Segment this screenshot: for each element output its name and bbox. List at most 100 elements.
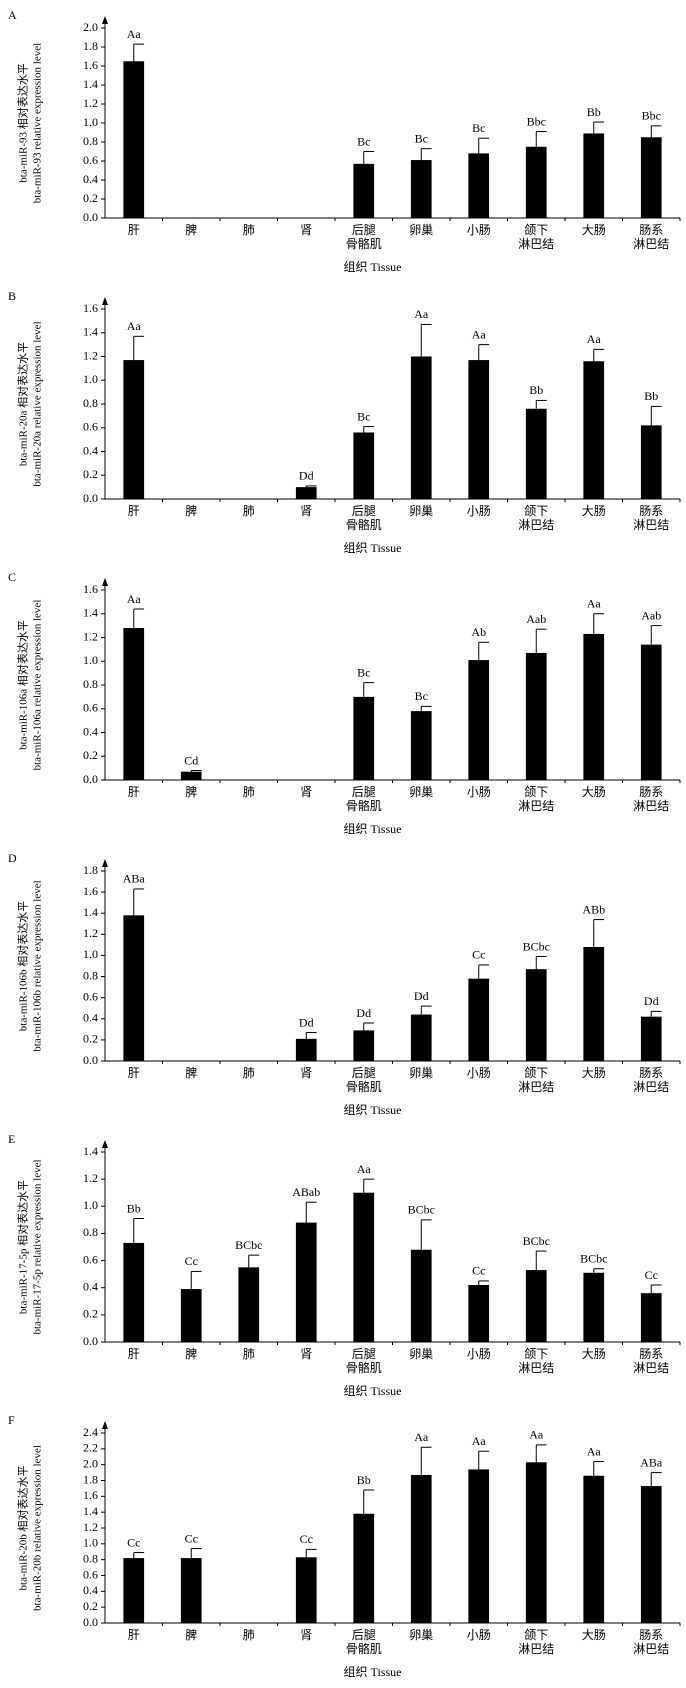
panel-label: E	[8, 1132, 15, 1146]
significance-label: Aa	[472, 1434, 487, 1448]
x-axis-label: 组织 Tissue	[344, 822, 402, 836]
y-tick-label: 0.2	[83, 1307, 98, 1321]
panel-label: F	[8, 1413, 15, 1427]
y-tick-label: 0.4	[83, 1583, 98, 1597]
significance-label: BCbc	[580, 1251, 607, 1265]
significance-label: Dd	[356, 1006, 371, 1020]
bar	[583, 947, 605, 1061]
bar	[468, 360, 490, 499]
significance-label: Bc	[357, 134, 370, 148]
x-tick-label: 后腿 骨骼肌	[345, 504, 382, 532]
bar	[353, 432, 375, 499]
x-tick-label: 颌下 淋巴结	[518, 1347, 555, 1375]
y-tick-label: 1.6	[83, 301, 98, 315]
x-tick-label: 小肠	[466, 223, 491, 237]
x-tick-label: 大肠	[581, 1347, 606, 1361]
y-tick-label: 0.8	[83, 1551, 98, 1565]
y-tick-label: 1.6	[83, 884, 98, 898]
x-tick-label: 肾	[300, 504, 313, 518]
bar	[180, 1558, 202, 1623]
x-tick-label: 肺	[242, 1066, 255, 1080]
axis-arrow	[102, 859, 108, 867]
axis-arrow	[102, 16, 108, 24]
y-tick-label: 0.8	[83, 396, 98, 410]
significance-label: Cc	[645, 1268, 658, 1282]
x-tick-label: 卵巢	[409, 1347, 434, 1361]
y-tick-label: 2.0	[83, 1456, 98, 1470]
y-tick-label: 1.0	[83, 653, 98, 667]
x-tick-label: 小肠	[466, 1066, 491, 1080]
y-tick-label: 0.0	[83, 1334, 98, 1348]
x-tick-label: 肝	[127, 1347, 140, 1361]
y-tick-label: 1.0	[83, 372, 98, 386]
x-tick-label: 脾	[185, 223, 198, 237]
x-tick-label: 脾	[185, 1066, 198, 1080]
significance-label: Bbc	[642, 109, 661, 123]
bar	[583, 361, 605, 499]
x-tick-label: 肺	[242, 504, 255, 518]
x-tick-label: 肺	[242, 223, 255, 237]
x-tick-label: 后腿 骨骼肌	[345, 223, 382, 251]
bar	[525, 408, 547, 499]
panel-label: A	[8, 8, 17, 22]
x-tick-label: 卵巢	[409, 1066, 434, 1080]
y-tick-label: 1.4	[83, 1504, 98, 1518]
y-tick-label: 0.4	[83, 172, 98, 186]
panel-label: B	[8, 289, 16, 303]
y-tick-label: 1.0	[83, 1198, 98, 1212]
bar	[410, 356, 432, 499]
x-tick-label: 大肠	[581, 504, 606, 518]
y-tick-label: 1.4	[83, 325, 98, 339]
y-tick-label: 1.2	[83, 96, 98, 110]
bar	[238, 1267, 260, 1342]
x-tick-label: 肾	[300, 223, 313, 237]
y-tick-label: 0.4	[83, 724, 98, 738]
x-tick-label: 肠系 淋巴结	[633, 504, 670, 532]
bar	[640, 1293, 662, 1342]
y-tick-label: 0.0	[83, 210, 98, 224]
x-tick-label: 后腿 骨骼肌	[345, 1628, 382, 1656]
significance-label: Bc	[415, 689, 428, 703]
x-tick-label: 肝	[127, 1066, 140, 1080]
significance-label: Aa	[414, 1430, 429, 1444]
significance-label: Aa	[127, 592, 142, 606]
y-tick-label: 1.8	[83, 1472, 98, 1486]
x-axis-label: 组织 Tissue	[344, 541, 402, 555]
bar	[180, 771, 202, 780]
significance-label: Bb	[357, 1473, 371, 1487]
bar	[525, 146, 547, 218]
x-tick-label: 肾	[300, 785, 313, 799]
y-tick-label: 1.8	[83, 39, 98, 53]
bar	[583, 633, 605, 780]
x-tick-label: 肺	[242, 1628, 255, 1642]
x-tick-label: 肝	[127, 1628, 140, 1642]
y-axis-label: bta-miR-106b 相对表达水平	[16, 901, 30, 1031]
y-axis-label: bta-miR-20b relative expression level	[32, 1445, 44, 1611]
significance-label: Bc	[472, 121, 485, 135]
bar	[295, 1038, 317, 1061]
axis-arrow	[102, 1140, 108, 1148]
y-tick-label: 0.6	[83, 420, 98, 434]
x-tick-label: 颌下 淋巴结	[518, 1066, 555, 1094]
significance-label: Bc	[357, 409, 370, 423]
y-tick-label: 0.6	[83, 1252, 98, 1266]
x-tick-label: 小肠	[466, 785, 491, 799]
y-tick-label: 0.8	[83, 1225, 98, 1239]
significance-label: Dd	[299, 469, 314, 483]
y-tick-label: 1.8	[83, 863, 98, 877]
y-tick-label: 0.2	[83, 748, 98, 762]
significance-label: BCbc	[235, 1238, 262, 1252]
y-tick-label: 2.4	[83, 1425, 98, 1439]
x-tick-label: 小肠	[466, 504, 491, 518]
bar	[180, 1289, 202, 1342]
x-axis-label: 组织 Tissue	[344, 1103, 402, 1117]
x-tick-label: 肝	[127, 785, 140, 799]
bar	[640, 644, 662, 780]
y-tick-label: 0.0	[83, 772, 98, 786]
y-tick-label: 0.4	[83, 1011, 98, 1025]
x-tick-label: 卵巢	[409, 504, 434, 518]
y-tick-label: 0.0	[83, 1615, 98, 1629]
significance-label: Dd	[414, 989, 429, 1003]
